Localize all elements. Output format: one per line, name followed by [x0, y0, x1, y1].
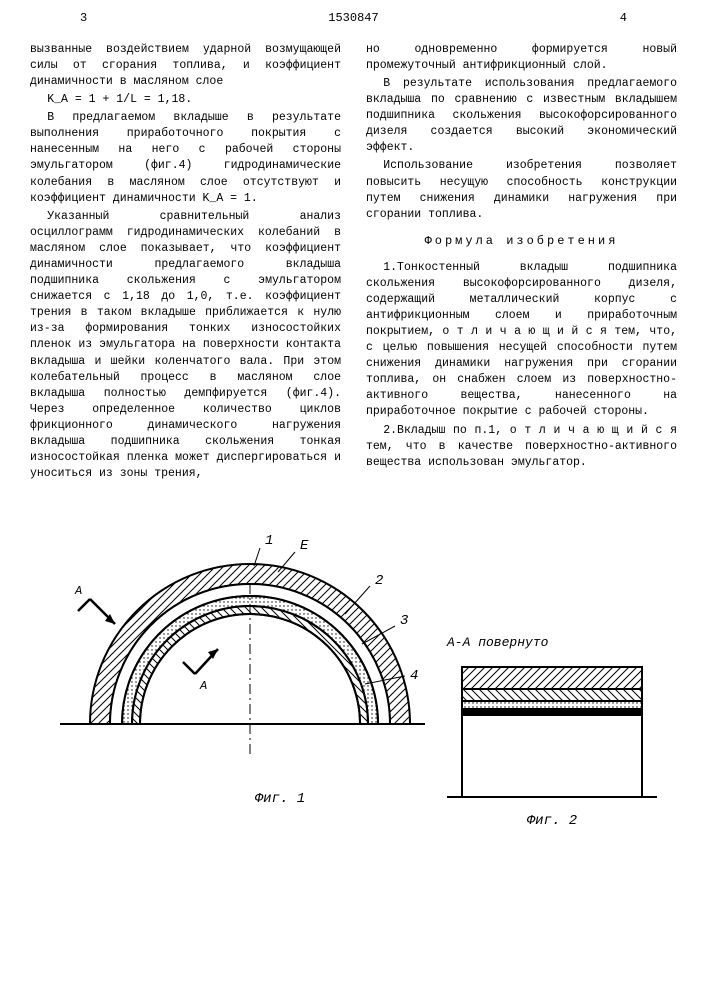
figure-1: A A E 1 2 3 4 Фиг. 1	[30, 504, 430, 809]
section-label-a2: A	[199, 679, 207, 693]
fig2-section-label: A-A повернуто	[447, 634, 657, 652]
claim: 2.Вкладыш по п.1, о т л и ч а ю щ и й с …	[366, 423, 677, 471]
layer-4	[462, 709, 642, 715]
formula: K_A = 1 + 1/L = 1,18.	[30, 92, 341, 108]
section-arrow-inner	[183, 649, 218, 674]
fig1-label: Фиг. 1	[130, 790, 430, 810]
figures-area: A A E 1 2 3 4 Фиг. 1	[30, 504, 677, 834]
text-columns: вызванные воздействием ударной возмущающ…	[30, 42, 677, 485]
page-num-right: 4	[620, 10, 627, 27]
page-header: 3 1530847 4	[30, 10, 677, 27]
callout-1: 1	[265, 533, 273, 549]
para: но одновременно формируется новый промеж…	[366, 42, 677, 74]
page-num-left: 3	[80, 10, 87, 27]
left-column: вызванные воздействием ударной возмущающ…	[30, 42, 341, 485]
right-column: но одновременно формируется новый промеж…	[366, 42, 677, 485]
callout-3: 3	[400, 613, 408, 629]
para: Использование изобретения позволяет повы…	[366, 158, 677, 222]
callout-2: 2	[375, 573, 383, 589]
layer-top	[462, 667, 642, 689]
para: В предлагаемом вкладыше в результате вып…	[30, 110, 341, 207]
callout-4: 4	[410, 668, 418, 684]
patent-number: 1530847	[328, 10, 378, 27]
fig1-svg: A A E 1 2 3 4	[30, 504, 430, 784]
para: Указанный сравнительный анализ осциллогр…	[30, 209, 341, 483]
label-e: E	[300, 538, 309, 554]
claims-title: Формула изобретения	[366, 233, 677, 250]
claim: 1.Тонкостенный вкладыш подшипника скольж…	[366, 260, 677, 421]
fig2-svg	[447, 657, 657, 807]
section-arrow-outer	[78, 599, 115, 624]
layer-2	[462, 689, 642, 701]
section-label-a1: A	[74, 584, 82, 598]
fig2-label: Фиг. 2	[447, 812, 657, 832]
layer-3	[462, 701, 642, 709]
figure-2: A-A повернуто Фиг. 2	[447, 634, 657, 832]
para: В результате использования предлагаемого…	[366, 76, 677, 156]
para: вызванные воздействием ударной возмущающ…	[30, 42, 341, 90]
